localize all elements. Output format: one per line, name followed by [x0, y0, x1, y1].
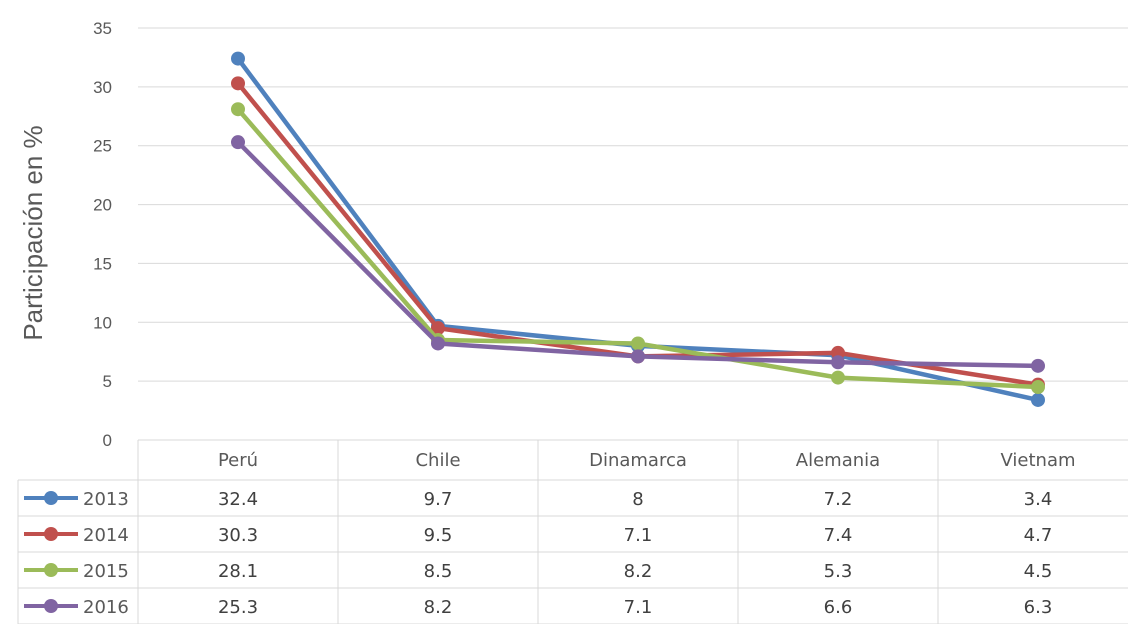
y-tick-label: 20 — [93, 196, 112, 215]
table-value-cell: 4.7 — [1024, 525, 1053, 546]
x-category-label: Chile — [415, 450, 460, 471]
x-category-label: Alemania — [796, 450, 880, 471]
table-value-cell: 8 — [632, 489, 643, 510]
legend-marker — [44, 491, 58, 505]
legend-label: 2015 — [83, 561, 129, 582]
table-value-cell: 28.1 — [218, 561, 258, 582]
x-category-label: Vietnam — [1000, 450, 1075, 471]
series-lines — [231, 51, 1045, 407]
data-point — [1031, 380, 1045, 395]
x-category-label: Perú — [218, 450, 258, 471]
table-value-cell: 8.2 — [624, 561, 653, 582]
legend-marker — [44, 599, 58, 613]
y-tick-label: 0 — [103, 431, 112, 450]
data-point — [631, 349, 645, 364]
table-value-cell: 6.6 — [824, 597, 853, 618]
y-tick-label: 35 — [93, 19, 112, 38]
series-line — [236, 140, 1039, 369]
table-value-cell: 7.1 — [624, 525, 653, 546]
data-point — [1031, 392, 1045, 407]
table-value-cell: 4.5 — [1024, 561, 1053, 582]
table-value-cell: 7.1 — [624, 597, 653, 618]
y-tick-label: 15 — [93, 254, 112, 273]
gridlines — [138, 27, 1128, 382]
data-point — [1031, 358, 1045, 373]
table-value-cell: 30.3 — [218, 525, 258, 546]
table-value-cell: 8.5 — [424, 561, 453, 582]
data-point — [831, 355, 845, 370]
legend-entry-2016: 2016 — [24, 597, 129, 618]
table-value-cell: 6.3 — [1024, 597, 1053, 618]
data-point — [431, 321, 445, 336]
legend-entry-2013: 2013 — [24, 489, 129, 510]
table-value-cell: 5.3 — [824, 561, 853, 582]
table-value-cell: 3.4 — [1024, 489, 1053, 510]
legend-marker — [44, 563, 58, 577]
table-value-cell: 9.7 — [424, 489, 453, 510]
y-tick-label: 25 — [93, 137, 112, 156]
table-value-cell: 8.2 — [424, 597, 453, 618]
data-table: Perú Chile Dinamarca Alemania Vietnam 2013 32.… — [17, 439, 1128, 624]
data-point — [631, 336, 645, 351]
y-tick-label: 10 — [93, 313, 112, 332]
y-axis-title: Participación en % — [18, 125, 48, 340]
table-value-cell: 7.4 — [824, 525, 853, 546]
data-point — [231, 51, 245, 66]
x-category-label: Dinamarca — [589, 450, 687, 471]
legend-entry-2015: 2015 — [24, 561, 129, 582]
series-2016 — [231, 135, 1045, 373]
table-value-cell: 9.5 — [424, 525, 453, 546]
legend-entry-2014: 2014 — [24, 525, 129, 546]
data-point — [831, 370, 845, 385]
y-axis-ticks: 0 5 10 15 20 25 30 35 — [93, 19, 112, 450]
legend-marker — [44, 527, 58, 541]
data-point — [231, 76, 245, 91]
table-value-cell: 32.4 — [218, 489, 258, 510]
legend-label: 2014 — [83, 525, 129, 546]
legend-label: 2016 — [83, 597, 129, 618]
data-point — [431, 336, 445, 351]
table-value-cell: 25.3 — [218, 597, 258, 618]
y-tick-label: 30 — [93, 78, 112, 97]
y-tick-label: 5 — [103, 372, 112, 391]
data-point — [231, 135, 245, 150]
data-point — [231, 102, 245, 117]
legend-label: 2013 — [83, 489, 129, 510]
table-value-cell: 7.2 — [824, 489, 853, 510]
